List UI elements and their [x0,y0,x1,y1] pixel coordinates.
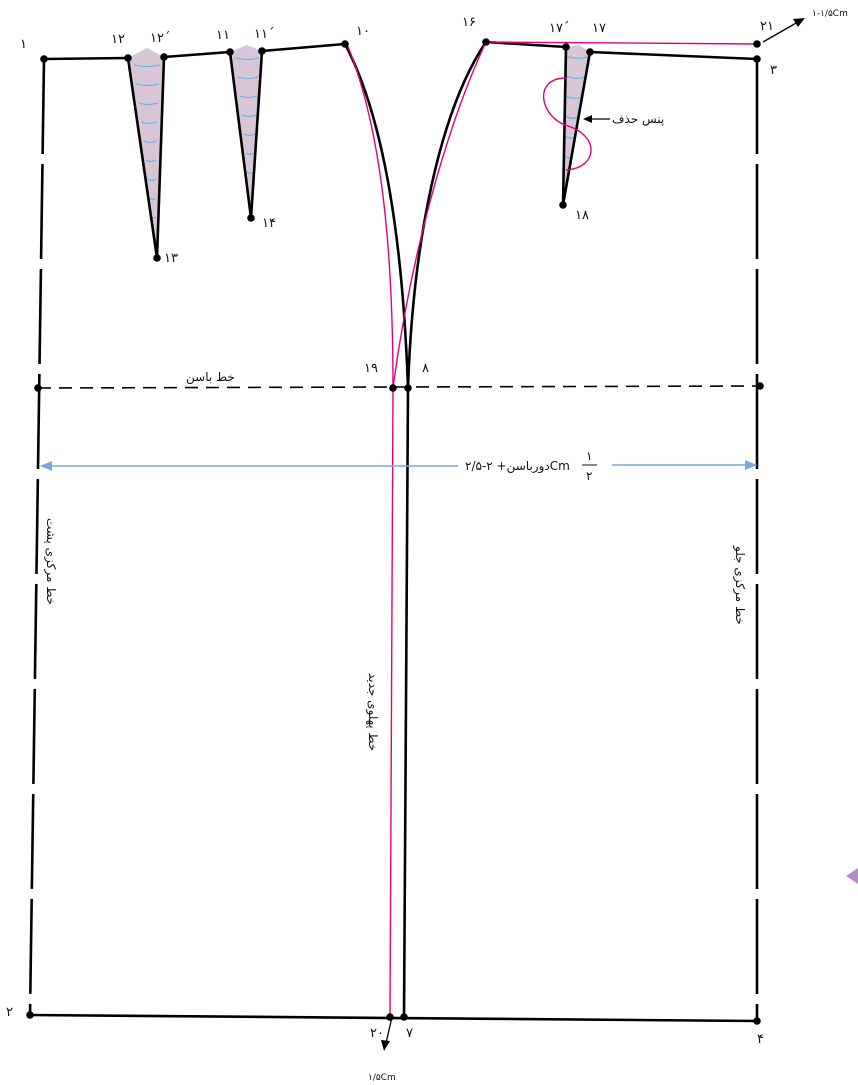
label-p13: ۱۳ [164,251,178,266]
back-dart-1-fill [128,48,164,258]
half-hip-measurement [40,460,757,471]
half-hip-measure-label: دورباسن+ ۲-۲/۵Cm [465,459,570,474]
label-p11: ۱۱ [216,28,230,43]
half-fraction-den: ۲ [586,469,592,483]
dart-removal-label: پنس حذف [612,112,664,127]
label-p3: ۳ [770,63,777,78]
front-center-line-label: خط مرکزی جلو [732,545,747,625]
label-p8: ۸ [422,361,429,376]
top-extension-label: ۱-۱/۵Cm [812,9,848,19]
point-19 [389,384,397,392]
label-p12b: ۱۲΄ [150,31,170,46]
label-p4: ۴ [757,1032,764,1047]
point-11 [226,48,234,56]
pattern-outline [28,40,759,1023]
point-12b [160,53,168,61]
label-p17: ۱۷ [592,21,606,36]
point-21 [753,40,761,48]
back-dart-2-fill [230,45,262,218]
label-p18: ۱۸ [575,208,589,223]
pattern-points [26,38,764,1025]
point-2 [26,1011,34,1019]
label-p19: ۱۹ [364,361,378,376]
point-3 [753,55,761,63]
hip-left [34,384,42,392]
new-side-line-label: خط پهلوی جدید [365,673,380,751]
point-1 [40,55,48,63]
label-p14: ۱۴ [262,216,276,231]
label-p17b: ۱۷΄ [549,21,569,36]
label-p21: ۲۱ [760,19,774,34]
point-18 [559,201,567,209]
hip-line-label: خط باسن [186,370,235,385]
hip-right [756,382,764,390]
extension-arrows [381,18,805,1051]
point-11b [258,47,266,55]
label-p7: ۷ [406,1026,413,1041]
label-p12: ۱۲ [111,32,125,47]
point-13 [153,254,161,262]
half-fraction-num: ۱ [586,449,592,463]
label-p10: ۱۰ [356,24,370,39]
new-side-lines [346,41,758,1018]
hem-extension-label: ۱/۵Cm [368,1073,396,1083]
point-16 [482,38,490,46]
label-p2: ۲ [6,1005,13,1020]
point-17 [586,48,594,56]
point-4 [753,1017,761,1025]
point-8 [404,384,412,392]
point-20 [386,1013,394,1021]
label-p11b: ۱۱΄ [254,27,274,42]
point-12 [124,54,132,62]
hip-line [37,385,761,389]
back-center-line-label: خط مرکزی پشت [43,518,58,605]
page-marker-triangle [846,868,858,884]
point-14 [247,214,255,222]
label-p1: ۱ [20,37,27,52]
label-p20: ۲۰ [370,1026,384,1041]
point-10 [341,40,349,48]
point-7 [400,1013,408,1021]
point-17b [562,43,570,51]
label-p16: ۱۶ [462,15,476,30]
